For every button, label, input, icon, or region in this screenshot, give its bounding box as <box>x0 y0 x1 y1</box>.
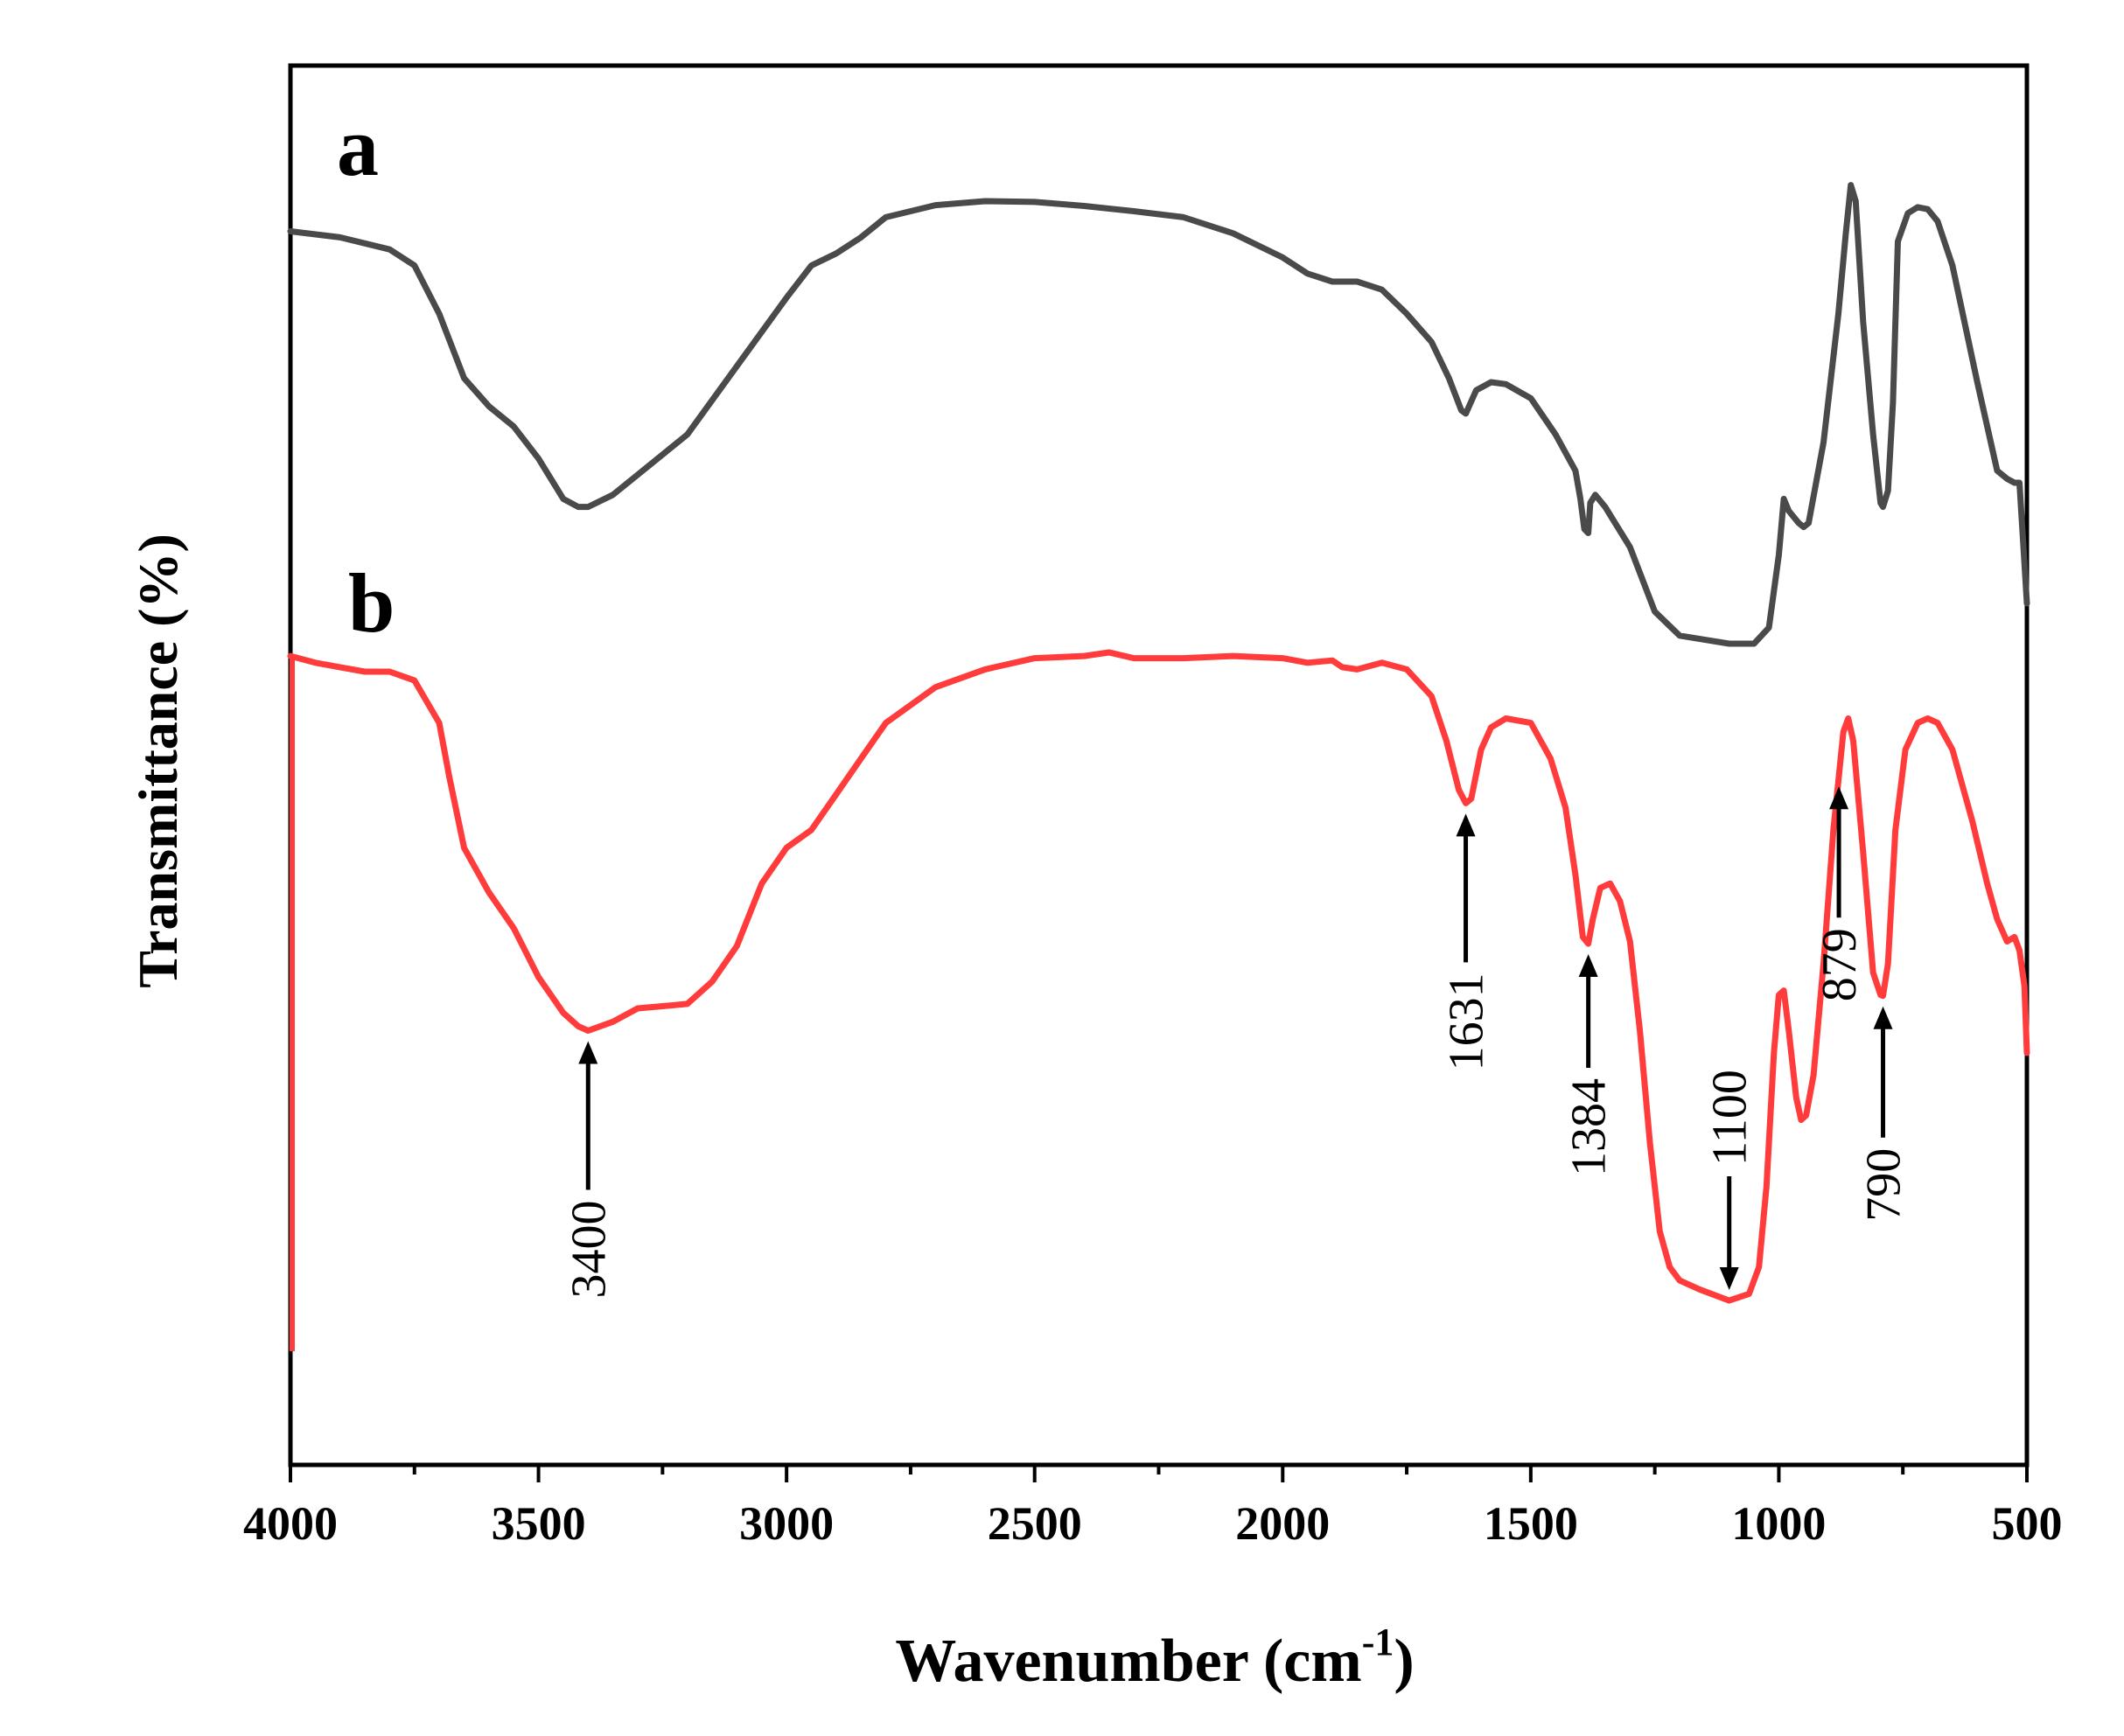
series-line-b <box>287 649 2030 1304</box>
annotation-arrowhead <box>1829 786 1849 810</box>
x-axis-ticks: 4000 3500 3000 2500 2000 1500 1000 500 <box>243 1465 2063 1550</box>
annotation-arrowhead <box>1456 813 1476 837</box>
x-axis-unit-sup: -1 <box>1362 1621 1394 1663</box>
annotation-790: 790 <box>1857 1006 1911 1222</box>
x-axis-label: Wavenumber (cm-1) <box>895 1621 1414 1695</box>
x-tick-label: 2500 <box>988 1497 1082 1550</box>
annotation-1631: 1631 <box>1440 813 1494 1070</box>
x-tick-label: 1000 <box>1731 1497 1826 1550</box>
annotation-1384: 1384 <box>1562 954 1617 1176</box>
x-tick-label: 2000 <box>1235 1497 1330 1550</box>
series-label-a: a <box>337 100 379 193</box>
annotation-label: 790 <box>1857 1148 1911 1222</box>
y-axis-label: Transmittance (%) <box>127 533 189 988</box>
x-tick-label: 3000 <box>739 1497 834 1550</box>
x-axis-label-text: Wavenumber <box>895 1628 1247 1695</box>
annotation-1100: 1100 <box>1703 1070 1757 1291</box>
x-axis-unit-close: ) <box>1394 1628 1414 1695</box>
annotation-layer: 3400 1631 1384 1100 879 790 <box>562 786 1911 1299</box>
x-tick-label: 1500 <box>1484 1497 1578 1550</box>
annotation-label: 1100 <box>1703 1070 1757 1166</box>
annotation-arrowhead <box>578 1041 598 1064</box>
annotation-label: 1384 <box>1562 1078 1617 1176</box>
x-axis-unit-open: (cm <box>1263 1628 1362 1695</box>
annotation-3400: 3400 <box>562 1041 616 1299</box>
annotation-arrowhead <box>1719 1267 1739 1291</box>
annotation-label: 3400 <box>562 1201 616 1299</box>
series-line-a <box>287 182 2030 647</box>
x-tick-label: 4000 <box>243 1497 338 1550</box>
annotation-label: 879 <box>1813 928 1867 1001</box>
x-tick-label: 500 <box>1992 1497 2063 1550</box>
series-layer <box>287 182 2030 1351</box>
series-label-b: b <box>348 556 395 650</box>
annotation-arrowhead <box>1578 954 1598 978</box>
annotation-arrowhead <box>1873 1006 1893 1029</box>
x-tick-label: 3500 <box>492 1497 586 1550</box>
annotation-879: 879 <box>1813 786 1867 1001</box>
annotation-label: 1631 <box>1440 973 1494 1070</box>
plot-frame <box>288 63 2030 1468</box>
